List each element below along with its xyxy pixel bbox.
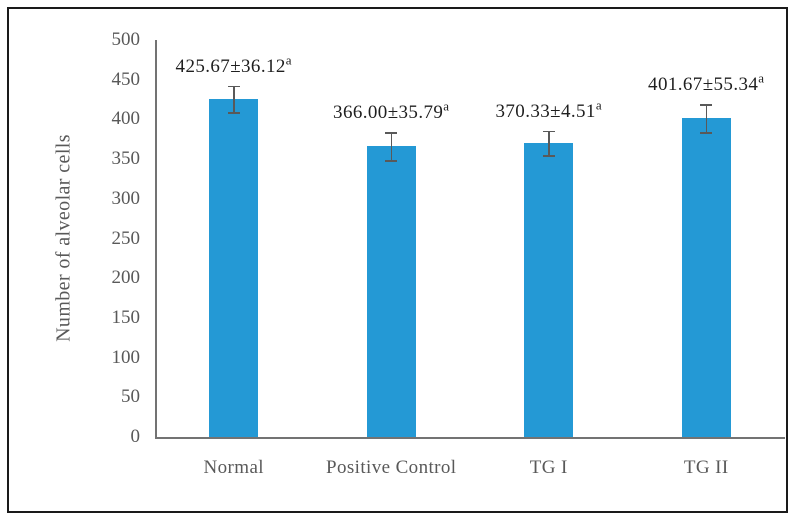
y-tick-label: 300: [111, 187, 141, 209]
x-category-label: TG I: [529, 457, 568, 478]
significance-superscript: a: [758, 70, 765, 86]
x-axis-line: [155, 437, 785, 439]
bar: [524, 142, 574, 437]
bar: [366, 146, 416, 437]
x-category-label: TG II: [683, 457, 729, 478]
error-bar-cap-bottom: [542, 155, 555, 157]
y-tick-label: 0: [130, 426, 141, 447]
y-tick-label: 250: [111, 227, 141, 249]
y-tick-label: 450: [111, 68, 141, 90]
error-bar-cap-top: [385, 132, 398, 134]
x-category-label: Normal: [203, 457, 264, 478]
data-label: 425.67±36.12a: [175, 52, 292, 77]
error-bar-cap-top: [542, 130, 555, 133]
data-label: 370.33±4.51a: [495, 97, 602, 122]
error-bar-cap-top: [700, 104, 713, 106]
x-category-label: Positive Control: [326, 457, 457, 478]
y-tick-label: 400: [111, 108, 141, 130]
error-bar-cap-bottom: [227, 112, 240, 114]
data-label: 366.00±35.79a: [333, 99, 450, 124]
y-tick-label: 500: [111, 29, 141, 50]
error-bar-line: [548, 130, 550, 156]
error-bar-line: [705, 104, 707, 133]
y-tick-label: 150: [111, 306, 141, 328]
error-bar-cap-bottom: [385, 160, 398, 162]
error-bar-line: [390, 132, 392, 161]
bar: [681, 118, 731, 437]
significance-superscript: a: [443, 99, 450, 115]
y-tick-label: 200: [111, 267, 141, 289]
error-bar-cap-bottom: [700, 132, 713, 134]
significance-superscript: a: [595, 97, 602, 113]
significance-superscript: a: [285, 52, 292, 68]
data-label: 401.67±55.34a: [648, 70, 765, 96]
bar: [209, 99, 259, 437]
y-tick-label: 350: [111, 148, 141, 170]
error-bar-cap-top: [227, 85, 240, 88]
y-axis-line: [155, 40, 157, 439]
y-tick-label: 100: [111, 346, 141, 368]
error-bar-line: [233, 85, 235, 113]
y-tick-label: 50: [121, 386, 140, 408]
